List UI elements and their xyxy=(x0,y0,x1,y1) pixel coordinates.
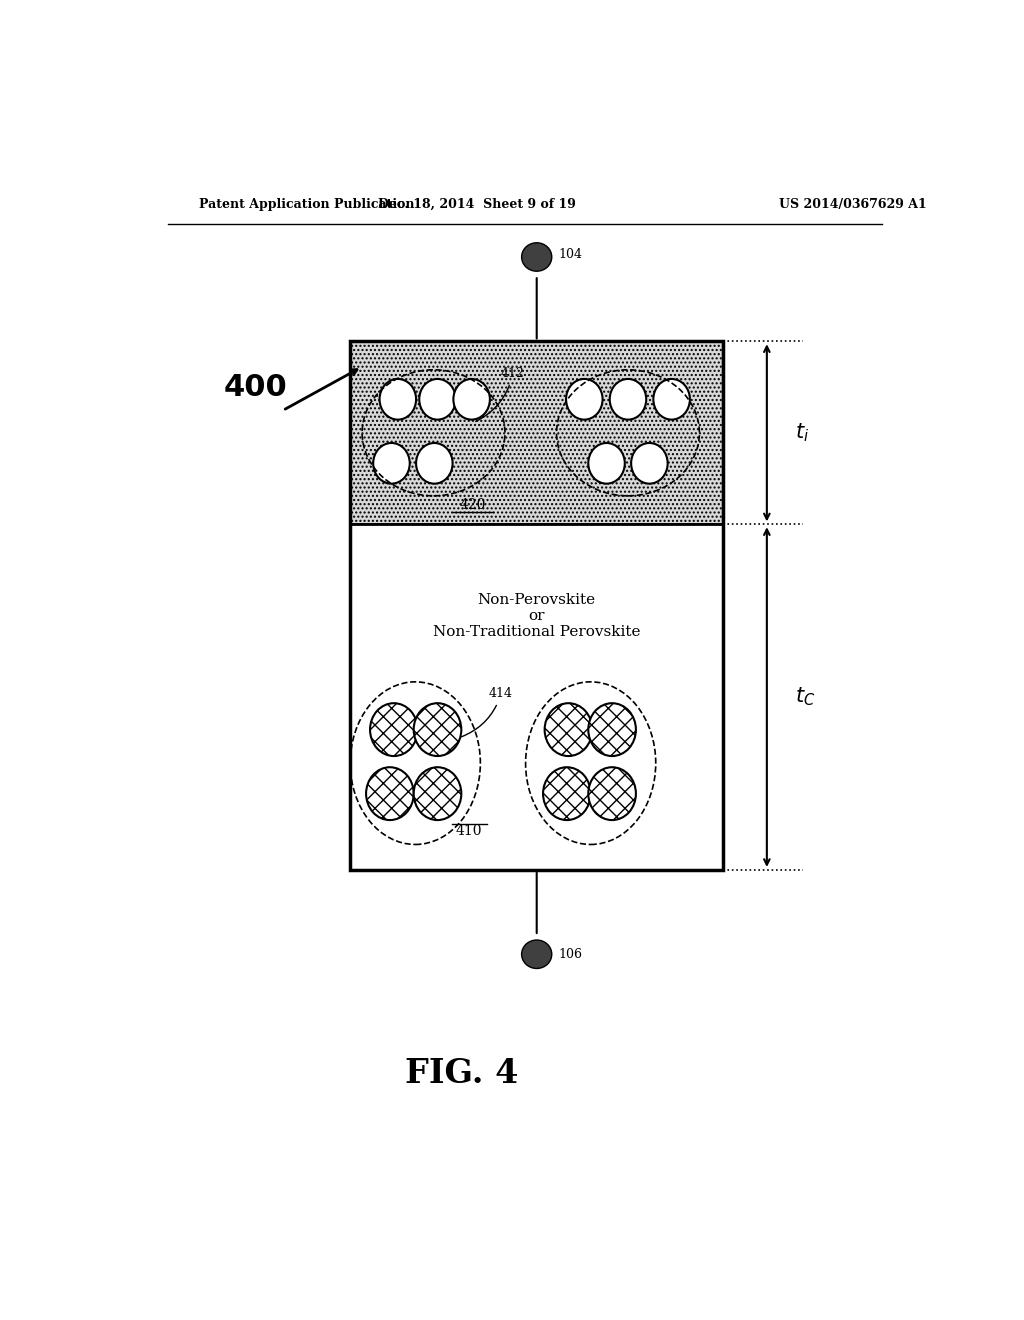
Text: US 2014/0367629 A1: US 2014/0367629 A1 xyxy=(778,198,927,211)
Text: FIG. 4: FIG. 4 xyxy=(404,1056,518,1090)
Ellipse shape xyxy=(588,444,625,483)
Ellipse shape xyxy=(609,379,646,420)
Ellipse shape xyxy=(419,379,456,420)
Text: Dec. 18, 2014  Sheet 9 of 19: Dec. 18, 2014 Sheet 9 of 19 xyxy=(378,198,577,211)
Bar xyxy=(350,524,723,870)
Ellipse shape xyxy=(588,704,636,756)
Text: 420: 420 xyxy=(460,498,486,512)
Text: 104: 104 xyxy=(559,248,583,261)
Text: Non-Perovskite
or
Non-Traditional Perovskite: Non-Perovskite or Non-Traditional Perovs… xyxy=(433,593,640,639)
Ellipse shape xyxy=(588,767,636,820)
Text: 106: 106 xyxy=(559,948,583,961)
Ellipse shape xyxy=(373,444,410,483)
Ellipse shape xyxy=(521,940,552,969)
Text: Patent Application Publication: Patent Application Publication xyxy=(200,198,415,211)
Text: 400: 400 xyxy=(223,372,287,401)
Ellipse shape xyxy=(566,379,602,420)
Ellipse shape xyxy=(367,767,414,820)
Text: $t_i$: $t_i$ xyxy=(795,421,809,444)
Ellipse shape xyxy=(454,379,489,420)
Ellipse shape xyxy=(631,444,668,483)
Ellipse shape xyxy=(416,444,453,483)
Text: 412: 412 xyxy=(476,367,525,421)
Ellipse shape xyxy=(370,704,418,756)
Ellipse shape xyxy=(414,704,461,756)
Bar xyxy=(350,342,723,870)
Bar xyxy=(350,342,723,524)
Ellipse shape xyxy=(543,767,591,820)
Ellipse shape xyxy=(521,243,552,271)
Ellipse shape xyxy=(653,379,690,420)
Text: 414: 414 xyxy=(462,688,513,737)
Text: $t_C$: $t_C$ xyxy=(795,686,815,709)
Ellipse shape xyxy=(380,379,416,420)
Ellipse shape xyxy=(545,704,592,756)
Text: 410: 410 xyxy=(456,824,482,838)
Ellipse shape xyxy=(414,767,461,820)
